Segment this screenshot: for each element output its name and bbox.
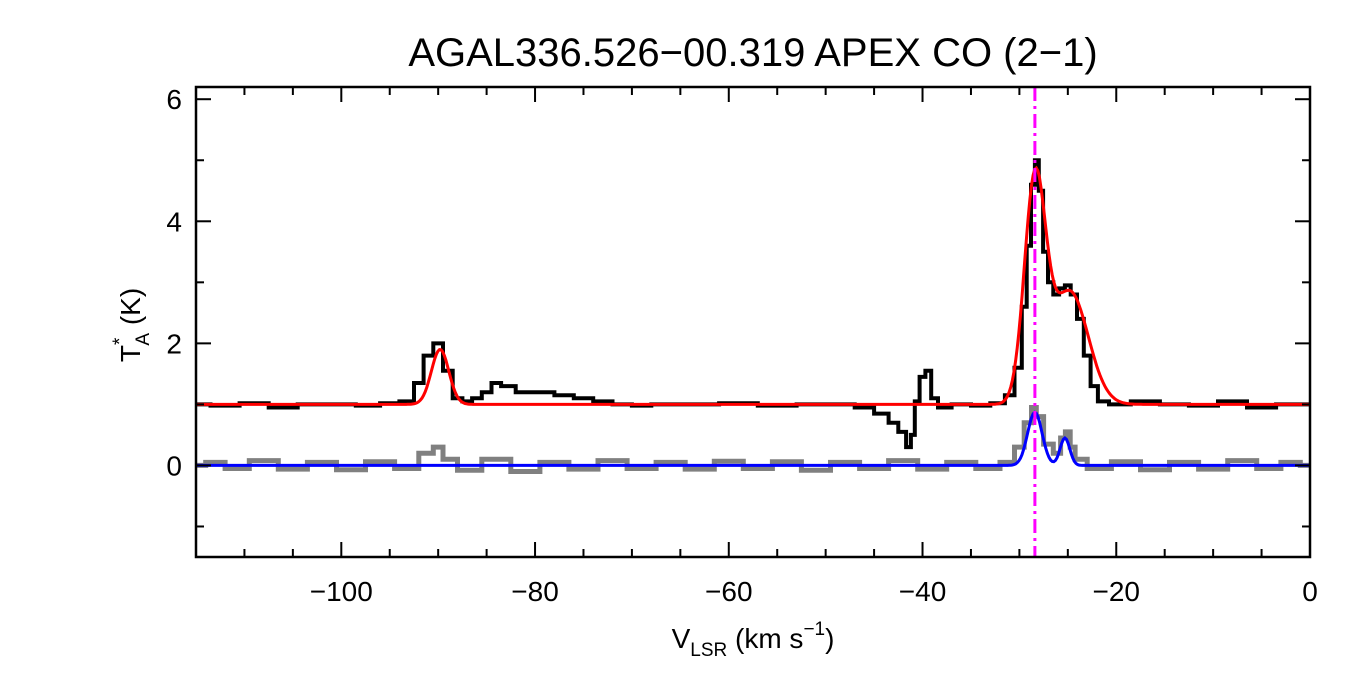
chart-title: AGAL336.526−00.319 APEX CO (2−1) — [408, 31, 1097, 75]
x-axis-label-sub: LSR — [690, 640, 727, 661]
x-tick-label: −80 — [511, 576, 559, 607]
x-tick-label: −60 — [705, 576, 753, 607]
plot-frame — [194, 85, 1312, 559]
y-tick-label: 0 — [166, 450, 182, 481]
x-axis-label-unit: (km s — [727, 623, 803, 654]
fit-line-2 — [196, 410, 1310, 467]
y-axis-label-sup: * — [110, 337, 131, 345]
residual-line-1 — [196, 405, 1310, 474]
x-tick-label: −100 — [310, 576, 373, 607]
series-group — [196, 158, 1310, 474]
axes — [194, 85, 1312, 559]
x-tick-label: −20 — [1093, 576, 1141, 607]
x-tick-label: 0 — [1302, 576, 1318, 607]
x-axis-label-main: V — [672, 623, 691, 654]
x-axis-label-unit-sup: −1 — [803, 619, 825, 640]
y-tick-label: 2 — [166, 328, 182, 359]
y-axis-label-main: T — [115, 345, 146, 362]
fit-line-1 — [196, 165, 1310, 406]
y-tick-label: 6 — [166, 84, 182, 115]
y-axis-label-unit: (K) — [115, 288, 146, 333]
x-axis-label-unit-close: ) — [825, 623, 834, 654]
y-axis-label-sub: A — [133, 333, 154, 346]
spectrum-line-1 — [196, 158, 1310, 450]
x-tick-label: −40 — [899, 576, 947, 607]
plot-area — [196, 87, 1310, 557]
y-axis-label: T* A (K) — [110, 288, 154, 362]
y-tick-label: 4 — [166, 206, 182, 237]
x-axis-label: VLSR (km s−1) — [672, 619, 835, 661]
tick-labels: −100 −80 −60 −40 −20 0 0 2 4 6 — [166, 84, 1317, 607]
